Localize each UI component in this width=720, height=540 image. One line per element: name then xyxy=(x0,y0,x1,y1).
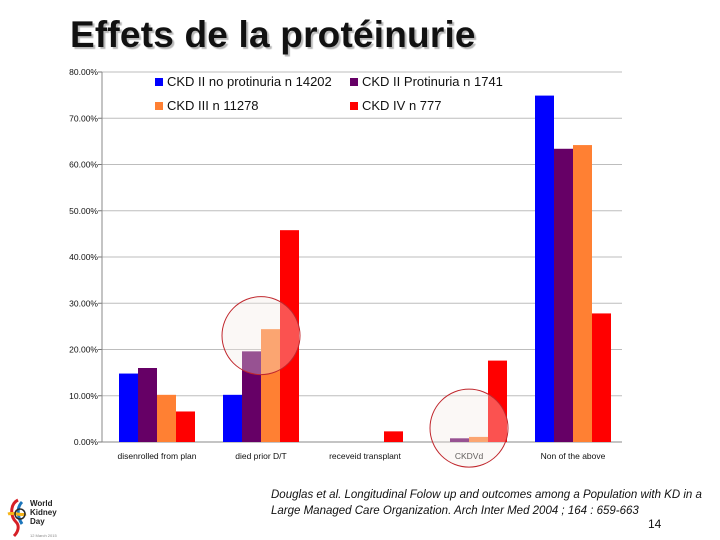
legend-swatch xyxy=(350,78,358,86)
legend-label: CKD III n 11278 xyxy=(167,98,259,113)
bar xyxy=(535,95,554,443)
y-tick-label: 50.00% xyxy=(69,206,98,216)
bar xyxy=(450,438,469,442)
bar xyxy=(280,230,299,442)
bar xyxy=(384,431,403,442)
page-number: 14 xyxy=(648,517,662,531)
bar xyxy=(573,145,592,442)
bar xyxy=(119,373,138,442)
x-category-label: died prior D/T xyxy=(235,451,287,461)
legend-swatch xyxy=(350,102,358,110)
slide-title: Effets de la protéinurie xyxy=(70,14,476,55)
y-tick-label: 0.00% xyxy=(74,437,99,447)
logo-word-3: Day xyxy=(30,517,45,526)
citation-text: Douglas et al. Longitudinal Folow up and… xyxy=(271,489,702,517)
y-tick-label: 30.00% xyxy=(69,298,98,308)
bar xyxy=(469,436,488,442)
world-kidney-day-logo: World Kidney Day 12 March 2015 xyxy=(7,498,57,538)
legend-swatch xyxy=(155,78,163,86)
legend: CKD II no protinuria n 14202 CKD II Proti… xyxy=(155,74,503,113)
x-axis-labels: disenrolled from plan died prior D/T recev… xyxy=(118,451,606,461)
bars xyxy=(119,95,611,443)
bar xyxy=(138,368,157,442)
legend-swatch xyxy=(155,102,163,110)
y-tick-label: 60.00% xyxy=(69,160,98,170)
logo-word-2: Kidney xyxy=(30,508,57,517)
highlight-circles xyxy=(221,296,509,468)
legend-label: CKD II no protinuria n 14202 xyxy=(167,74,332,89)
y-tick-label: 20.00% xyxy=(69,345,98,355)
logo-ribbon-yellow xyxy=(7,511,27,517)
bar xyxy=(176,411,195,442)
x-category-label: CKDVd xyxy=(455,451,484,461)
y-axis: 0.00% 10.00% 20.00% 30.00% 40.00% 50.00% 60.00… xyxy=(69,67,622,447)
x-category-label: Non of the above xyxy=(541,451,606,461)
y-tick-label: 80.00% xyxy=(69,67,98,77)
legend-label: CKD IV n 777 xyxy=(362,98,442,113)
y-tick-label: 10.00% xyxy=(69,391,98,401)
bar xyxy=(223,394,242,442)
logo-word-1: World xyxy=(30,499,53,508)
y-tick-label: 70.00% xyxy=(69,113,98,123)
logo-date: 12 March 2015 xyxy=(30,533,57,538)
x-category-label: receveid transplant xyxy=(329,451,401,461)
logo-ribbon-red xyxy=(10,498,20,538)
highlight-circle xyxy=(221,296,301,376)
logo-ring xyxy=(14,508,26,520)
bar xyxy=(261,329,280,442)
highlight-circle xyxy=(429,388,509,468)
bar xyxy=(157,394,176,442)
x-category-label: disenrolled from plan xyxy=(118,451,197,461)
bar xyxy=(592,313,611,442)
bar xyxy=(554,148,573,442)
legend-label: CKD II Protinuria n 1741 xyxy=(362,74,503,89)
y-tick-label: 40.00% xyxy=(69,252,98,262)
